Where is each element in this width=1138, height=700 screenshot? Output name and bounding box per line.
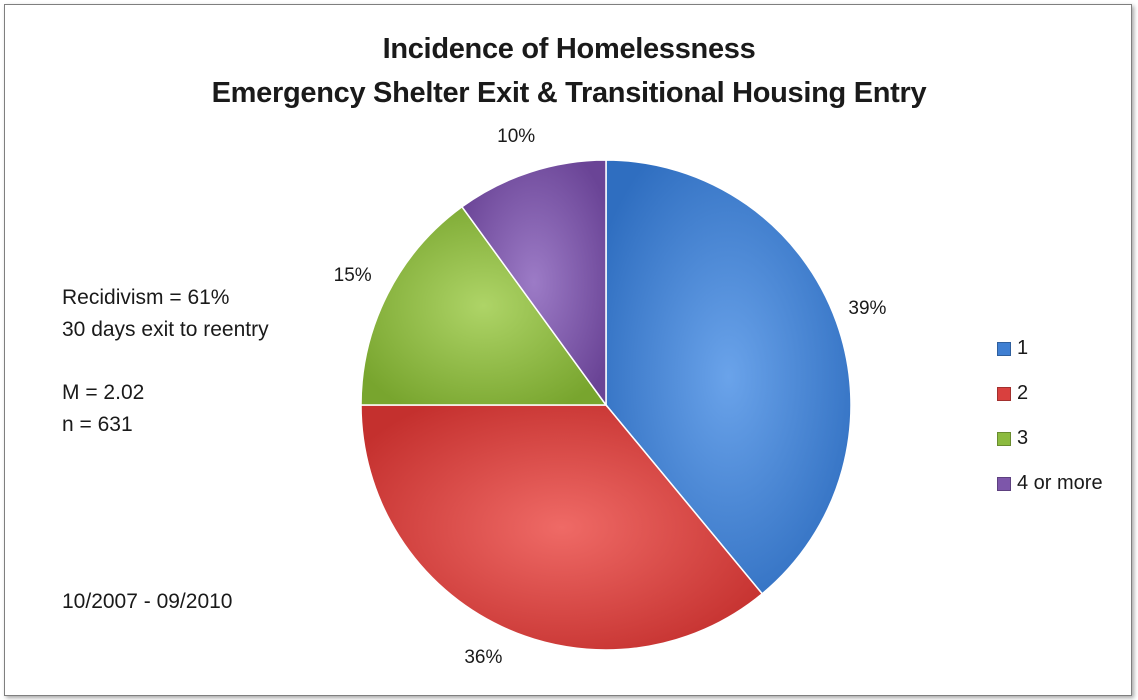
legend-item-3: 3 <box>997 416 1103 461</box>
data-label-slice-1: 39% <box>848 297 887 319</box>
pie-slice-3 <box>360 205 608 406</box>
annotation-reentry: 30 days exit to reentry <box>62 318 269 341</box>
legend-swatch-2 <box>997 386 1011 401</box>
data-label-slice-2: 36% <box>464 647 503 669</box>
legend: 1 2 3 4 or more <box>997 326 1103 506</box>
legend-swatch-3 <box>997 431 1011 446</box>
legend-label-3: 3 <box>1017 427 1029 449</box>
pie-slice-1 <box>605 159 852 595</box>
annotation-mean: M = 2.02 <box>62 381 145 404</box>
chart-title-line-1: Incidence of Homelessness <box>382 33 756 65</box>
legend-swatch-1 <box>997 341 1011 356</box>
pie-slice-4-or-more <box>460 159 607 408</box>
data-label-slice-3: 15% <box>333 265 372 287</box>
legend-label-1: 1 <box>1017 337 1029 359</box>
legend-swatch-4-or-more <box>997 476 1011 491</box>
legend-item-4-or-more: 4 or more <box>997 461 1103 506</box>
legend-item-1: 1 <box>997 326 1103 371</box>
annotation-recidivism: Recidivism = 61% <box>62 286 230 309</box>
annotation-period: 10/2007 - 09/2010 <box>62 590 233 613</box>
legend-item-2: 2 <box>997 371 1103 416</box>
legend-label-2: 2 <box>1017 382 1029 404</box>
pie-slice-2 <box>360 404 764 651</box>
annotation-n: n = 631 <box>62 413 133 436</box>
legend-label-4-or-more: 4 or more <box>1017 472 1103 494</box>
data-label-slice-4-or-more: 10% <box>497 125 536 147</box>
chart-title-line-2: Emergency Shelter Exit & Transitional Ho… <box>211 77 927 109</box>
